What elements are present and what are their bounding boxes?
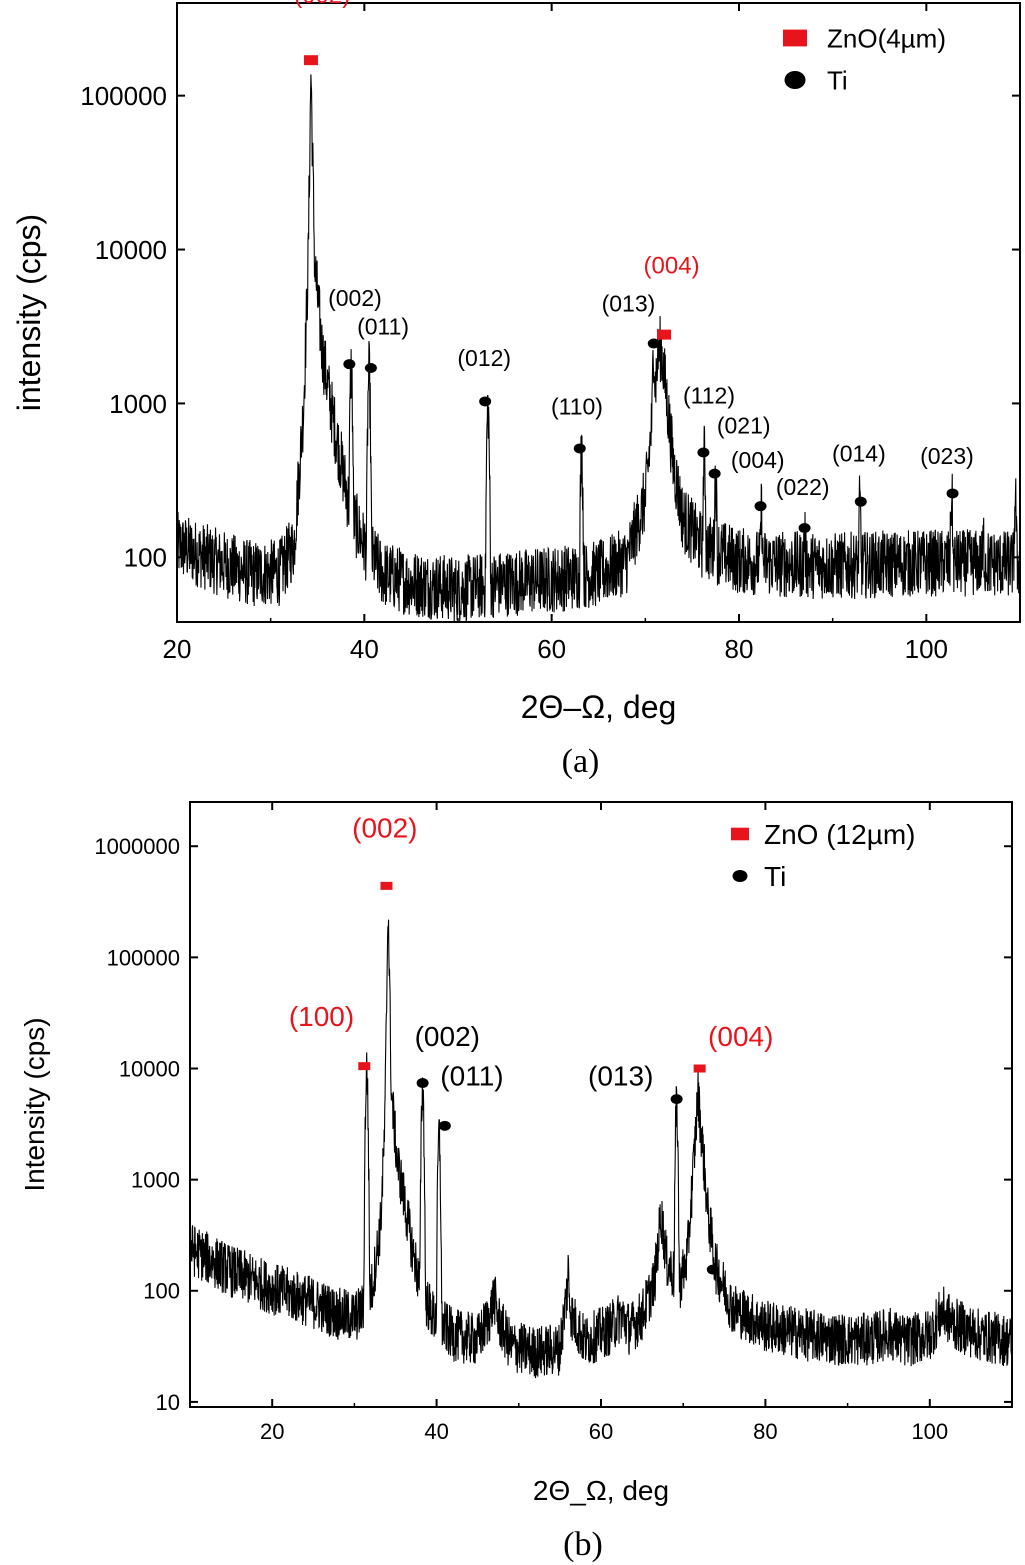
x-tick-label: 20	[260, 1419, 284, 1444]
legend: ZnO(4µm) Ti	[783, 23, 946, 95]
xrd-trace	[177, 74, 1020, 622]
ti-plane-label: (002)	[328, 285, 382, 311]
ti-plane-label: (004)	[731, 447, 785, 473]
legend-label: ZnO (12µm)	[764, 819, 915, 850]
ti-plane-label: (013)	[588, 1061, 653, 1092]
x-tick-label: 40	[350, 634, 379, 664]
ti-peak-marker	[343, 359, 356, 370]
legend-zno-swatch	[731, 827, 749, 841]
ti-plane-label: (014)	[832, 440, 886, 466]
xrd-trace	[190, 919, 1012, 1379]
ti-plane-label: (110)	[551, 393, 603, 419]
y-tick-label: 10000	[119, 1056, 180, 1081]
legend-ti-swatch	[732, 870, 748, 882]
zno-peak-marker	[358, 1062, 371, 1071]
ti-peak-marker	[946, 488, 959, 499]
ti-plane-label: (021)	[717, 412, 771, 438]
ti-plane-label: (011)	[357, 314, 409, 340]
x-tick-label: 40	[424, 1419, 448, 1444]
ti-peak-marker	[706, 1264, 719, 1275]
x-tick-label: 60	[537, 634, 566, 664]
x-tick-label: 80	[753, 1419, 777, 1444]
y-tick-label: 10	[156, 1390, 180, 1415]
y-tick-label: 1000	[131, 1168, 180, 1193]
ti-plane-label: (011)	[440, 1061, 503, 1092]
y-tick-label: 1000	[109, 389, 167, 419]
legend-zno-swatch	[783, 29, 807, 47]
ti-peak-marker	[364, 362, 377, 373]
x-axis-label: 2Θ–Ω, deg	[521, 689, 677, 725]
legend-label: Ti	[764, 861, 786, 892]
y-tick-label: 100000	[80, 81, 167, 111]
legend-label: Ti	[827, 65, 848, 95]
x-tick-label: 60	[589, 1419, 613, 1444]
x-tick-label: 80	[725, 634, 754, 664]
x-axis-label: 2Θ_Ω, deg	[533, 1475, 669, 1506]
y-tick-label: 10000	[95, 235, 167, 265]
legend-ti-swatch	[784, 71, 806, 89]
ti-peak-marker	[670, 1094, 683, 1105]
x-tick-label: 100	[905, 634, 948, 664]
zno-plane-label: (002)	[294, 0, 350, 9]
ti-peak-marker	[573, 443, 586, 454]
y-axis-label: Intensity (cps)	[19, 1017, 50, 1191]
y-tick-label: 1000000	[94, 834, 180, 859]
x-tick-label: 100	[911, 1419, 948, 1444]
zno-plane-label: (004)	[708, 1021, 773, 1052]
ti-plane-label: (112)	[683, 382, 735, 408]
legend: ZnO (12µm) Ti	[731, 819, 915, 892]
ti-peak-marker	[754, 501, 767, 512]
zno-peak-marker	[693, 1064, 706, 1073]
y-tick-label: 100	[143, 1279, 180, 1304]
ti-peak-marker	[798, 523, 811, 534]
x-tick-label: 20	[163, 634, 192, 664]
ti-peak-marker	[479, 396, 492, 407]
ti-plane-label: (013)	[602, 291, 656, 317]
zno-plane-label: (100)	[289, 1001, 354, 1032]
zno-peak-marker	[657, 329, 672, 340]
y-tick-label: 100000	[107, 945, 180, 970]
ti-plane-label: (002)	[415, 1021, 480, 1052]
ti-plane-label: (022)	[776, 474, 830, 500]
chart-panel-a: 20 40 60 80 100 100 1000 10000 100000 2Θ–Ω, deg in…	[11, 0, 1021, 780]
zno-plane-label: (002)	[352, 812, 417, 843]
y-tick-label: 100	[124, 543, 167, 573]
zno-plane-label: (004)	[644, 252, 700, 279]
legend-label: ZnO(4µm)	[827, 23, 946, 53]
ti-peak-marker	[854, 496, 867, 507]
ti-peak-marker	[647, 338, 660, 349]
panel-caption: (a)	[562, 743, 600, 780]
zno-peak-marker	[380, 881, 393, 890]
ti-peak-marker	[438, 1120, 451, 1131]
ti-peak-marker	[416, 1078, 429, 1089]
ti-peak-marker	[708, 468, 721, 479]
ti-peak-marker	[697, 447, 710, 458]
chart-panel-b: 20 40 60 80 100 10 100 1000 10000 100000 1000000 2Θ…	[19, 801, 1013, 1563]
panel-caption: (b)	[563, 1526, 603, 1563]
plot-frame	[176, 2, 1021, 623]
ti-plane-label: (023)	[920, 443, 974, 469]
y-axis-label: intensity (cps)	[11, 214, 47, 411]
zno-peak-marker	[303, 55, 318, 66]
ti-plane-label: (012)	[457, 345, 511, 371]
